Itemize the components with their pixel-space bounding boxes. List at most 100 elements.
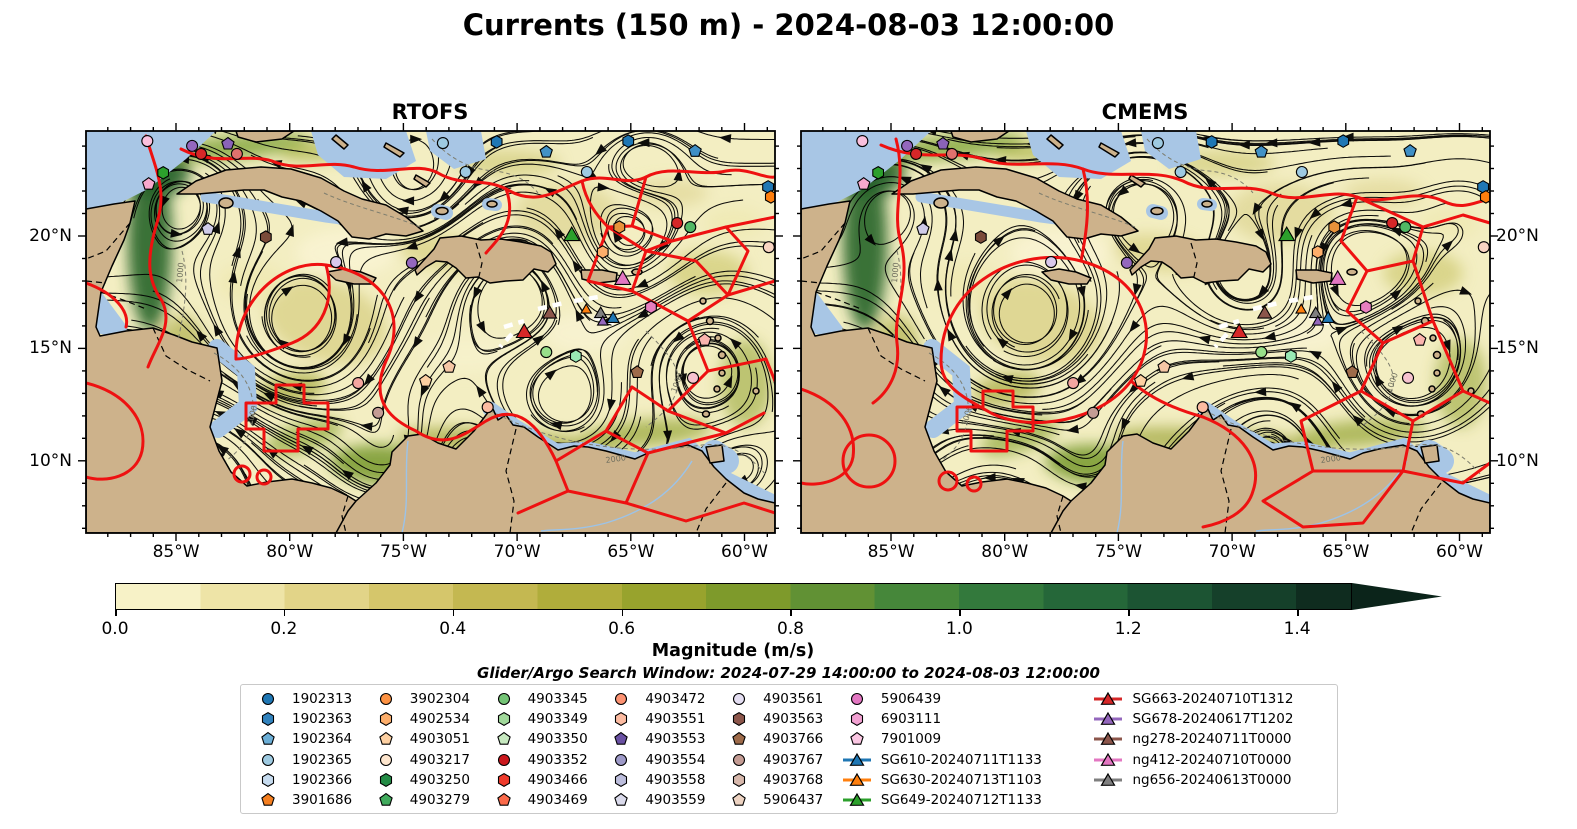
- glider-marker: [1328, 269, 1347, 285]
- legend-marker-icon: [850, 732, 864, 746]
- legend-marker-icon: [733, 712, 746, 727]
- glider-marker: [593, 305, 608, 319]
- float-marker: [1311, 245, 1324, 259]
- legend-marker-icon: [379, 732, 393, 746]
- float-marker: [1386, 217, 1399, 230]
- float-marker: [459, 165, 472, 179]
- glider-marker: [1230, 322, 1248, 339]
- legend-item: 4903553: [604, 729, 722, 749]
- legend-label: 4903469: [527, 792, 588, 809]
- colorbar-tick: [283, 610, 286, 616]
- legend-label: 4903466: [527, 771, 588, 788]
- float-marker: [1133, 373, 1148, 387]
- legend-column: 4903345 4903349 4903350 4903352 4903466 49034…: [487, 689, 605, 810]
- float-marker: [1328, 220, 1341, 234]
- float-marker: [221, 136, 235, 150]
- legend-item: 4903217: [369, 750, 487, 770]
- legend-item: 1902313: [251, 689, 369, 709]
- float-marker: [261, 693, 275, 706]
- colorbar-tick: [452, 610, 455, 616]
- float-marker: [596, 245, 609, 259]
- legend-item: 4903466: [487, 770, 605, 790]
- glider-marker: [580, 303, 593, 314]
- legend-marker-icon: [496, 732, 511, 746]
- float-marker: [1403, 144, 1417, 157]
- legend-marker-icon: [732, 732, 746, 746]
- float-marker: [1255, 346, 1268, 359]
- float-marker: [157, 165, 170, 180]
- float-marker: [186, 139, 199, 152]
- y-tick-label: 15°N: [29, 338, 72, 359]
- float-marker: [379, 772, 392, 787]
- colorbar-tick: [959, 610, 961, 616]
- float-marker: [490, 135, 503, 149]
- legend-item: 4903766: [722, 729, 840, 749]
- legend-marker-icon: [497, 712, 510, 727]
- legend-box: 1902313 1902363 1902364 1902365 1902366 39016…: [240, 684, 1338, 814]
- legend-item: SG610-20240711T1133: [840, 750, 1092, 770]
- colorbar-tick-label: 1.0: [945, 619, 973, 639]
- legend-label: 1902365: [292, 751, 353, 768]
- legend-label: 4903558: [645, 771, 706, 788]
- float-marker: [379, 712, 392, 727]
- x-tick-label: 70°W: [1208, 542, 1256, 562]
- float-marker: [1360, 300, 1372, 314]
- legend-item: 3902304: [369, 689, 487, 709]
- legend-label: SG663-20240710T1312: [1132, 691, 1294, 708]
- glider-marker: [1308, 305, 1323, 319]
- float-marker: [569, 349, 582, 363]
- legend-marker-icon: [261, 693, 275, 706]
- legend-marker-icon: [615, 753, 628, 766]
- float-marker: [261, 712, 275, 727]
- float-marker: [733, 693, 746, 706]
- legend-column: 1902313 1902363 1902364 1902365 1902366 39016…: [251, 689, 369, 810]
- x-tick-label: 65°W: [1322, 542, 1370, 562]
- float-marker: [684, 221, 697, 234]
- float-marker: [615, 753, 628, 766]
- float-marker: [379, 732, 393, 746]
- legend-marker-icon: [497, 753, 510, 766]
- glider-marker: [515, 322, 533, 339]
- float-marker: [497, 693, 510, 706]
- float-marker: [1399, 221, 1412, 234]
- float-marker: [1337, 134, 1350, 148]
- colorbar-tick: [790, 610, 792, 616]
- float-marker: [856, 135, 869, 148]
- float-marker: [330, 256, 343, 269]
- y-tick-label: 10°N: [1496, 450, 1539, 471]
- float-marker: [261, 753, 275, 766]
- float-marker: [1157, 359, 1171, 373]
- float-marker: [850, 712, 863, 727]
- legend-column: 4903472 4903551 4903553 4903554 4903558 49035…: [604, 689, 722, 810]
- legend-label: 4903250: [409, 771, 470, 788]
- legend-marker-icon: [379, 792, 393, 806]
- float-marker: [936, 136, 950, 150]
- legend-item: 4903551: [604, 709, 722, 729]
- y-tick-label: 10°N: [29, 450, 72, 471]
- float-marker: [614, 732, 629, 746]
- legend-marker-icon: [614, 792, 629, 806]
- legend-item: 1902364: [251, 729, 369, 749]
- float-marker: [580, 165, 593, 179]
- float-marker: [1295, 165, 1308, 179]
- legend-item: 4903559: [604, 790, 722, 810]
- legend-label: 4903350: [527, 731, 588, 748]
- legend-label: 1902363: [292, 711, 353, 728]
- panel-title-cmems: CMEMS: [1101, 100, 1189, 124]
- legend-item: 4902534: [369, 709, 487, 729]
- legend-column: 5906439 6903111 7901009 SG610-20240711T1133…: [840, 689, 1092, 810]
- legend-item: SG678-20240617T1202: [1091, 709, 1327, 729]
- legend-marker-icon: [496, 792, 511, 806]
- legend-label: 6903111: [880, 711, 942, 728]
- legend-marker-icon: [1094, 712, 1123, 726]
- glider-marker: [1311, 314, 1324, 326]
- float-marker: [379, 753, 392, 766]
- float-marker: [497, 772, 510, 787]
- legend-item: 4903345: [487, 689, 605, 709]
- float-marker: [686, 371, 700, 384]
- legend-label: 4903563: [763, 711, 824, 728]
- legend-marker-icon: [261, 772, 275, 787]
- float-marker: [1067, 377, 1080, 390]
